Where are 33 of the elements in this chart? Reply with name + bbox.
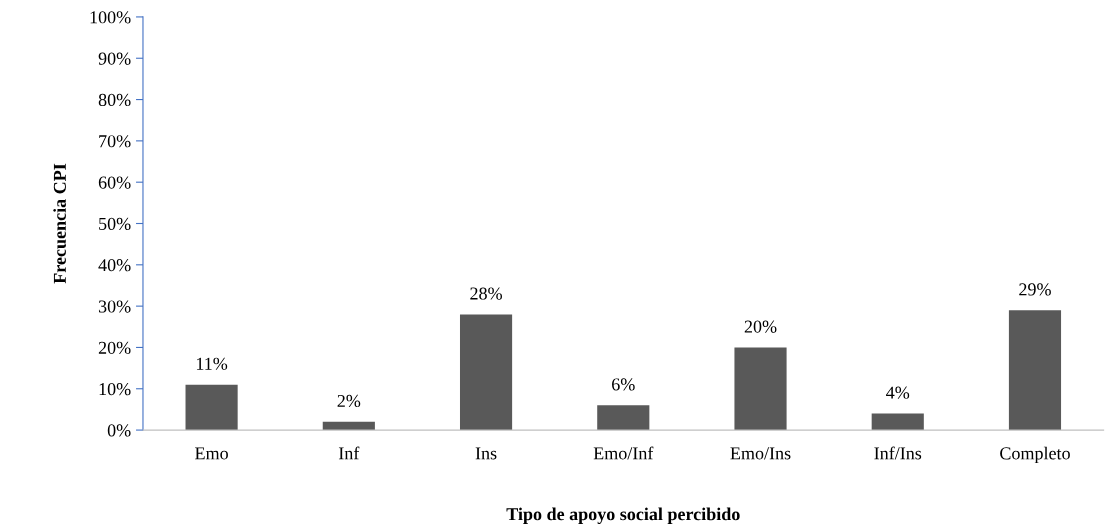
y-tick-label: 40% [98,259,131,272]
y-tick-label: 70% [99,135,131,148]
x-axis-title: Tipo de apoyo social percibido [506,507,740,524]
y-tick-label: 100% [90,11,131,24]
x-tick-label: Emo/Ins [730,447,791,460]
bar [734,347,787,431]
data-label: 28% [470,287,502,300]
y-axis-title: Frecuencia CPI [53,163,66,284]
data-label: 11% [196,357,228,370]
bar [1008,310,1062,431]
x-tick-label: Completo [1000,446,1070,464]
bar [871,413,924,431]
y-tick-label: 60% [98,176,131,189]
data-label: 2% [337,394,361,408]
data-label: 6% [612,378,635,391]
bar [597,405,650,431]
x-tick-label: Ins [475,447,497,460]
y-tick-label: 50% [99,217,131,230]
y-tick-label: 20% [98,341,131,354]
data-label: 20% [744,320,777,333]
x-tick-label: Emo [195,447,228,460]
x-tick-label: Inf [338,446,360,460]
y-tick-label: 10% [99,383,131,396]
y-tick-label: 90% [98,52,131,65]
x-tick-label: Emo/Inf [593,446,654,460]
y-tick-label: 30% [98,300,131,313]
bar [185,384,238,431]
data-label: 4% [886,386,910,399]
data-label: 29% [1019,283,1051,296]
y-tick-label: 0% [107,424,131,437]
y-tick-label: 80% [98,93,131,107]
bar [459,314,513,431]
x-tick-label: Inf/Ins [874,446,922,460]
